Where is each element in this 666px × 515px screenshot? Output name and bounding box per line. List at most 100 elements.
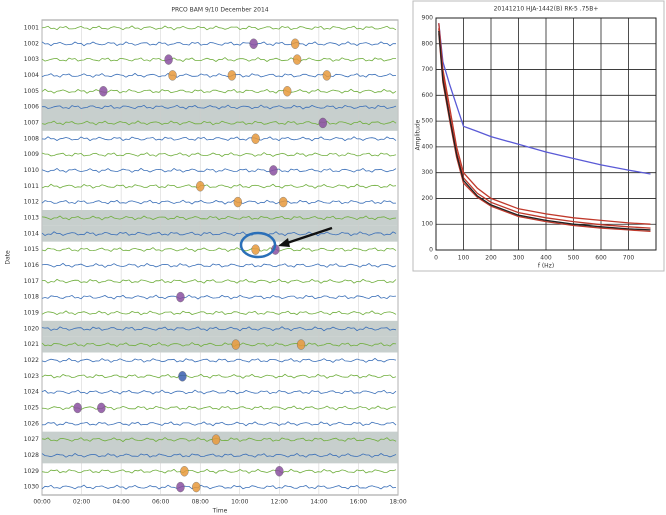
trace bbox=[41, 183, 397, 189]
y-tick-label: 200 bbox=[422, 195, 434, 202]
trace bbox=[41, 120, 397, 126]
trace bbox=[41, 342, 397, 347]
trace bbox=[41, 373, 397, 379]
trace bbox=[41, 167, 397, 173]
x-tick-label: 500 bbox=[568, 255, 580, 262]
x-tick-label: 0 bbox=[434, 255, 438, 262]
y-tick-label: 1011 bbox=[24, 183, 39, 190]
y-tick-label: 1023 bbox=[24, 373, 39, 380]
event bbox=[251, 244, 260, 255]
y-axis-label: Amplitude bbox=[415, 119, 422, 150]
arrow-shaft bbox=[283, 226, 333, 246]
x-tick-label: 06:00 bbox=[152, 499, 169, 506]
trace bbox=[41, 136, 397, 142]
chart-title: PRCO BAM 9/10 December 2014 bbox=[171, 7, 268, 14]
event bbox=[176, 481, 185, 493]
y-tick-label: 1028 bbox=[24, 452, 39, 459]
y-tick-label: 1024 bbox=[24, 389, 39, 396]
y-tick-label: 100 bbox=[422, 221, 434, 228]
event bbox=[292, 54, 302, 65]
trace bbox=[41, 326, 397, 332]
y-tick-label: 1003 bbox=[24, 56, 39, 63]
trace bbox=[41, 294, 397, 300]
trace bbox=[41, 310, 397, 316]
x-tick-label: 400 bbox=[540, 255, 552, 262]
y-tick-label: 700 bbox=[422, 66, 434, 73]
trace bbox=[41, 453, 397, 458]
event bbox=[227, 70, 237, 81]
x-tick-label: 02:00 bbox=[73, 499, 90, 506]
shaded-band bbox=[42, 320, 398, 337]
y-tick-label: 0 bbox=[429, 247, 433, 254]
event bbox=[296, 339, 306, 350]
trace bbox=[41, 231, 397, 237]
y-tick-label: 1030 bbox=[24, 484, 39, 491]
series-line bbox=[438, 23, 651, 175]
x-tick-label: 700 bbox=[623, 255, 635, 262]
series-line bbox=[438, 23, 651, 225]
y-tick-label: 1009 bbox=[24, 151, 39, 158]
event bbox=[211, 434, 221, 445]
event bbox=[322, 70, 331, 81]
shaded-band bbox=[42, 336, 398, 353]
trace bbox=[41, 199, 397, 205]
event bbox=[251, 133, 260, 144]
y-tick-label: 1015 bbox=[24, 246, 39, 253]
series-line bbox=[438, 30, 651, 231]
y-tick-label: 1006 bbox=[24, 104, 39, 111]
event bbox=[73, 402, 82, 414]
chart-title: 20141210 HJA-1442(B) RK-5 .75B+ bbox=[494, 6, 599, 13]
event bbox=[180, 466, 189, 477]
x-tick-label: 10:00 bbox=[231, 499, 248, 506]
trace bbox=[41, 215, 397, 221]
trace bbox=[41, 484, 397, 490]
x-tick-label: 100 bbox=[458, 255, 470, 262]
event bbox=[168, 70, 177, 81]
x-tick-label: 12:00 bbox=[271, 499, 288, 506]
event bbox=[290, 38, 300, 49]
event bbox=[269, 165, 278, 176]
y-tick-label: 1002 bbox=[24, 40, 39, 47]
y-tick-label: 600 bbox=[422, 92, 434, 99]
event bbox=[99, 86, 108, 97]
x-tick-label: 16:00 bbox=[350, 499, 367, 506]
y-tick-label: 300 bbox=[422, 169, 434, 176]
trace bbox=[41, 41, 396, 47]
event bbox=[97, 402, 106, 414]
x-tick-label: 18:00 bbox=[389, 499, 406, 506]
y-tick-label: 1008 bbox=[24, 135, 39, 142]
y-tick-label: 1012 bbox=[24, 199, 39, 206]
x-tick-label: 200 bbox=[485, 255, 497, 262]
charts: 00:00 02:00 04:00 06:00 08:00 10:00 12:00 14:00… bbox=[5, 6, 657, 515]
y-tick-label: 1017 bbox=[24, 278, 39, 285]
trace bbox=[41, 262, 397, 268]
y-tick-label: 400 bbox=[422, 143, 434, 150]
y-tick-label: 500 bbox=[422, 118, 434, 125]
trace bbox=[41, 278, 397, 284]
trace bbox=[41, 25, 397, 31]
event bbox=[178, 371, 187, 382]
event bbox=[318, 117, 328, 129]
event bbox=[275, 466, 284, 477]
y-tick-label: 1026 bbox=[24, 420, 39, 427]
event bbox=[279, 196, 288, 208]
y-tick-label: 1004 bbox=[24, 72, 39, 79]
trace bbox=[41, 104, 397, 110]
x-axis-label: f (Hz) bbox=[538, 263, 554, 270]
x-tick-label: 14:00 bbox=[310, 499, 327, 506]
trace bbox=[41, 152, 397, 157]
y-tick-label: 1013 bbox=[24, 214, 39, 221]
shaded-band bbox=[42, 447, 398, 464]
y-tick-label: 1021 bbox=[24, 341, 39, 348]
x-tick-label: 08:00 bbox=[192, 499, 209, 506]
event bbox=[164, 54, 173, 65]
y-tick-label: 1025 bbox=[24, 404, 39, 411]
y-tick-label: 1027 bbox=[24, 436, 39, 443]
y-tick-label: 1005 bbox=[24, 88, 39, 95]
y-tick-label: 1007 bbox=[24, 119, 39, 126]
event bbox=[231, 339, 241, 350]
y-tick-label: 1019 bbox=[24, 309, 39, 316]
trace bbox=[41, 389, 397, 395]
highlight-circle bbox=[239, 231, 277, 259]
